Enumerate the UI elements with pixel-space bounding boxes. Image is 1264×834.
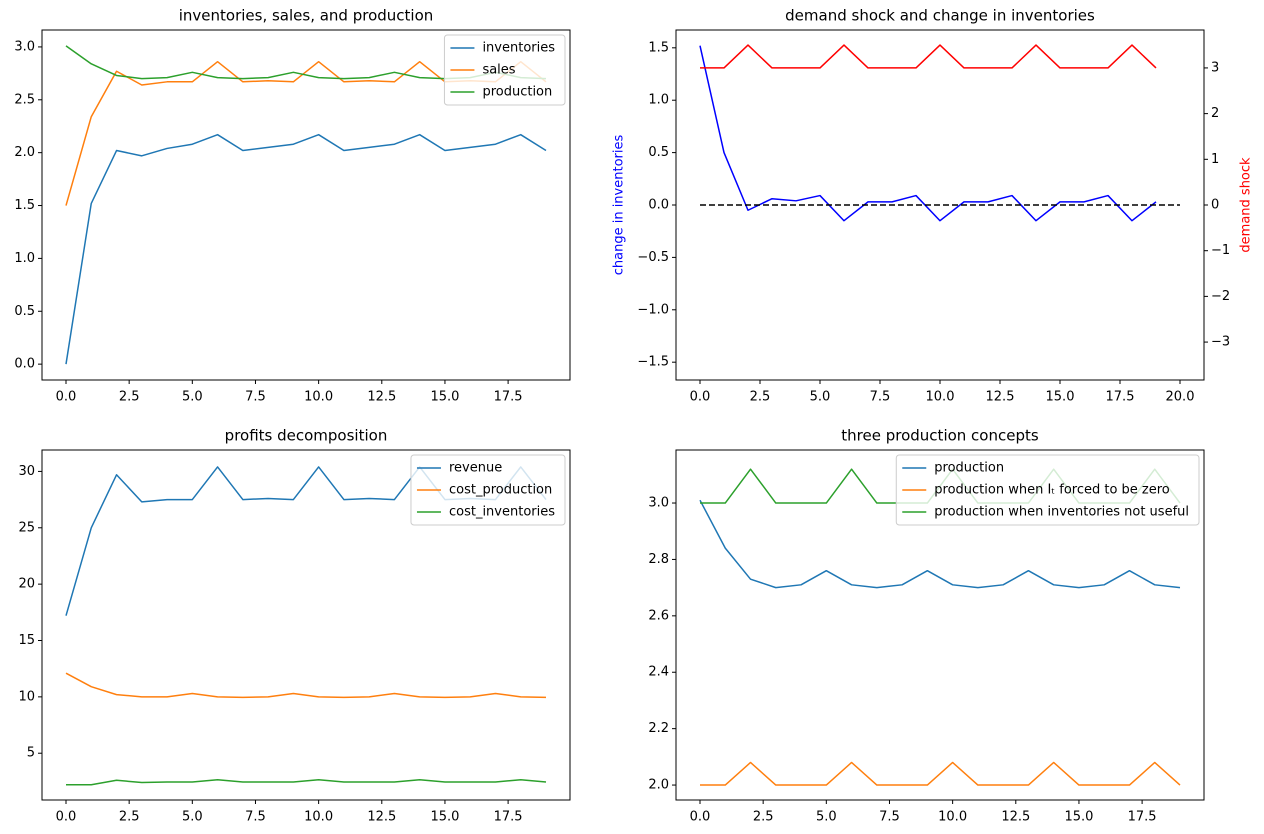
series-line <box>700 44 1157 69</box>
x-tick-label: 15.0 <box>1046 390 1075 405</box>
x-tick-label: 7.5 <box>870 390 891 405</box>
x-tick-label: 5.0 <box>816 810 837 825</box>
x-tick-label: 12.5 <box>986 390 1015 405</box>
x-tick-label: 0.0 <box>56 810 77 825</box>
y-tick-label: −1.0 <box>637 302 669 317</box>
chart-title: three production concepts <box>841 427 1039 445</box>
x-tick-label: 10.0 <box>926 390 955 405</box>
y-tick-label: 1.0 <box>14 251 35 266</box>
series-line <box>66 778 547 786</box>
x-tick-label: 10.0 <box>938 810 967 825</box>
legend-label: revenue <box>449 461 502 476</box>
y-tick-label: 25 <box>18 520 35 535</box>
y2-tick-label: −2 <box>1211 289 1230 304</box>
legend-label: cost_production <box>449 483 552 498</box>
legend-label: production <box>482 85 552 100</box>
x-tick-label: 7.5 <box>245 810 266 825</box>
x-tick-label: 17.5 <box>494 390 523 405</box>
y-tick-label: 0.0 <box>648 198 669 213</box>
x-tick-label: 7.5 <box>879 810 900 825</box>
series-line <box>699 499 1181 589</box>
y2-tick-label: 0 <box>1211 198 1219 213</box>
y-tick-label: 2.6 <box>648 608 669 623</box>
x-tick-label: 12.5 <box>367 810 396 825</box>
y-tick-label: 10 <box>18 689 35 704</box>
chart-title: inventories, sales, and production <box>179 7 434 25</box>
legend: production production when Iₜ forced to b… <box>895 454 1200 526</box>
x-tick-label: 2.5 <box>753 810 774 825</box>
x-tick-label: 0.0 <box>690 810 711 825</box>
y-tick-label: 0.5 <box>14 304 35 319</box>
x-tick-label: 17.5 <box>494 810 523 825</box>
y2-tick-label: 1 <box>1211 152 1219 167</box>
series-line <box>700 761 1181 786</box>
y-tick-label: 2.2 <box>648 721 669 736</box>
chart-title: profits decomposition <box>225 427 388 445</box>
x-tick-label: 12.5 <box>1001 810 1030 825</box>
y2-tick-label: −1 <box>1211 243 1230 258</box>
x-tick-label: 20.0 <box>1166 390 1195 405</box>
legend: inventories sales production <box>443 34 566 106</box>
x-tick-label: 7.5 <box>245 390 266 405</box>
y2-tick-label: −3 <box>1211 335 1230 350</box>
x-tick-label: 2.5 <box>119 810 140 825</box>
plot-frame <box>41 449 571 801</box>
x-tick-label: 2.5 <box>119 390 140 405</box>
y2-tick-label: 3 <box>1211 60 1219 75</box>
y-tick-label: 2.4 <box>648 665 669 680</box>
legend-label: production when Iₜ forced to be zero <box>934 483 1170 498</box>
legend-label: production when inventories not useful <box>934 505 1189 520</box>
x-tick-label: 15.0 <box>430 390 459 405</box>
x-tick-label: 0.0 <box>690 390 711 405</box>
legend-box <box>895 454 1200 526</box>
legend-label: production <box>934 461 1004 476</box>
y-tick-label: 0.5 <box>648 145 669 160</box>
x-tick-label: 12.5 <box>367 390 396 405</box>
y-tick-label: −1.5 <box>637 355 669 370</box>
y-tick-label: 1.5 <box>14 198 35 213</box>
x-tick-label: 2.5 <box>750 390 771 405</box>
y-tick-label: 30 <box>18 464 35 479</box>
y-tick-label: 2.0 <box>14 145 35 160</box>
y-tick-label: 2.0 <box>648 778 669 793</box>
y-tick-label: 20 <box>18 577 35 592</box>
y2-tick-label: 2 <box>1211 106 1219 121</box>
plot-frame <box>675 29 1205 381</box>
legend-box <box>443 34 566 106</box>
y-tick-label: −0.5 <box>637 250 669 265</box>
x-tick-label: 10.0 <box>304 390 333 405</box>
x-tick-label: 10.0 <box>304 810 333 825</box>
plot-frame <box>675 449 1205 801</box>
y-tick-label: 5 <box>27 746 35 761</box>
x-tick-label: 15.0 <box>430 810 459 825</box>
x-tick-label: 0.0 <box>56 390 77 405</box>
x-tick-label: 17.5 <box>1128 810 1157 825</box>
x-tick-label: 5.0 <box>182 810 203 825</box>
y-axis-label: change in inventories <box>612 135 627 276</box>
y-tick-label: 1.5 <box>648 40 669 55</box>
x-tick-label: 5.0 <box>810 390 831 405</box>
y-tick-label: 2.8 <box>648 552 669 567</box>
x-tick-label: 5.0 <box>182 390 203 405</box>
chart-title: demand shock and change in inventories <box>785 7 1095 25</box>
y-tick-label: 2.5 <box>14 92 35 107</box>
y-tick-label: 15 <box>18 633 35 648</box>
x-tick-label: 17.5 <box>1106 390 1135 405</box>
y-tick-label: 1.0 <box>648 93 669 108</box>
x-tick-label: 15.0 <box>1064 810 1093 825</box>
y-tick-label: 3.0 <box>14 39 35 54</box>
y2-axis-label: demand shock <box>1239 157 1254 253</box>
series-line <box>65 133 547 365</box>
y-tick-label: 3.0 <box>648 496 669 511</box>
legend-label: inventories <box>482 41 555 56</box>
legend-label: cost_inventories <box>449 505 555 520</box>
series-line <box>65 672 547 699</box>
plot-frame <box>41 29 571 381</box>
series-line <box>699 45 1157 222</box>
legend: revenue cost_production cost_inventories <box>410 454 566 526</box>
legend-box <box>410 454 566 526</box>
legend-label: sales <box>482 63 515 78</box>
y-tick-label: 0.0 <box>14 357 35 372</box>
